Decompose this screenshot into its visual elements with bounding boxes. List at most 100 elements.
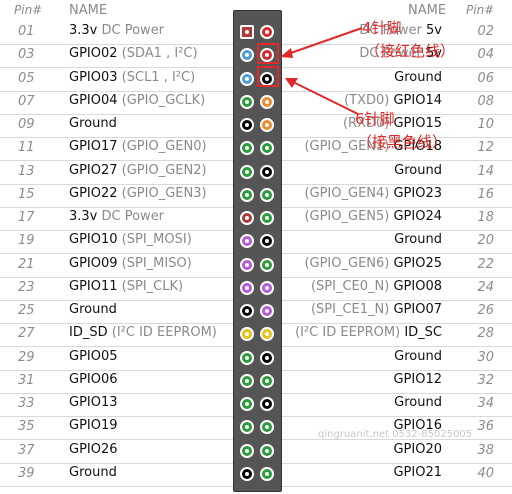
pin-name-left-function: DC Power <box>97 23 165 38</box>
pin-number-left: 25 <box>18 303 35 318</box>
pin-number-left: 31 <box>18 372 35 388</box>
pin6-arrow-head <box>285 78 298 88</box>
pin-number-left: 35 <box>18 419 35 435</box>
pin-number-right: 12 <box>477 140 494 156</box>
pin-number-right: 10 <box>477 117 494 132</box>
pin-number-right: 14 <box>477 163 494 179</box>
pin-name-right-main: GPIO15 <box>389 116 442 131</box>
pin4-arrow-head <box>280 48 293 58</box>
pin-name-right: GPIO21 <box>393 465 442 480</box>
pin-hole <box>245 285 249 290</box>
pin-name-right-main: 5v <box>421 46 442 62</box>
pin-dot-left <box>240 304 254 318</box>
pin-dot-left <box>240 164 254 179</box>
pin-number-right: 38 <box>477 442 494 458</box>
pin-dot-left <box>240 257 254 272</box>
pin-name-right: (GPIO_GEN4) GPIO23 <box>304 186 442 201</box>
pin-name-left: GPIO17 (GPIO_GEN0) <box>69 139 207 154</box>
pin-number-left: 27 <box>18 326 35 342</box>
pin-dot-left <box>240 118 254 132</box>
pin-name-right: Ground <box>394 163 442 178</box>
pin-name-left-function: (GPIO_GEN3) <box>117 185 207 201</box>
pin-name-left-function: (SPI_MOSI) <box>117 232 192 248</box>
pin-hole <box>245 262 249 267</box>
pin-hole <box>245 309 249 313</box>
pin-name-left-main: GPIO03 <box>69 69 118 85</box>
pin-name-right-main: GPIO24 <box>389 209 442 224</box>
pin-number-left: 05 <box>18 70 35 86</box>
pin-name-left-main: GPIO19 <box>69 418 118 434</box>
pin-dot-right <box>260 327 274 342</box>
pin-dot-right <box>260 94 274 109</box>
pin-number-right: 04 <box>477 47 494 63</box>
pin-name-left: ID_SD (I²C ID EEPROM) <box>69 325 217 340</box>
pin-name-right-function: (I²C ID EEPROM) <box>295 325 401 341</box>
pin-hole <box>265 402 269 406</box>
pin-dot-left <box>240 280 254 295</box>
pin-dot-right <box>260 164 274 179</box>
pin-name-left-function: (GPIO_GEN0) <box>117 139 207 155</box>
pin-name-right-main: 5v <box>421 23 442 38</box>
table-row: 15 GPIO22 (GPIO_GEN3) (GPIO_GEN4) GPIO23 16 <box>0 184 512 208</box>
pin-dot-right <box>260 280 274 295</box>
pin-hole <box>245 425 249 430</box>
pin-hole <box>265 169 269 174</box>
pin-name-right: (SPI_CE0_N) GPIO08 <box>311 279 442 294</box>
pin-dot-right <box>260 373 274 388</box>
pin-hole <box>265 262 269 267</box>
pin-number-right: 16 <box>477 186 494 202</box>
pin-dot-left <box>240 397 254 411</box>
pin-hole <box>245 471 249 476</box>
pin-name-left: GPIO09 (SPI_MISO) <box>69 256 192 271</box>
pin-name-left-main: ID_SD <box>69 325 108 341</box>
pin-number-right: 36 <box>477 419 494 435</box>
pin-number-right: 30 <box>477 349 494 365</box>
pin-hole <box>265 216 269 220</box>
pin-name-right-main: GPIO16 <box>393 418 442 434</box>
pin-name-right: Ground <box>394 70 442 85</box>
pin-number-left: 29 <box>18 349 35 365</box>
pin-number-left: 17 <box>18 210 35 225</box>
pin-name-left: Ground <box>69 116 117 131</box>
pin-hole <box>265 471 269 476</box>
pin-name-right-function: DC Power <box>359 46 422 62</box>
pin-name-left: GPIO11 (SPI_CLK) <box>69 279 183 294</box>
pin-hole <box>265 99 269 104</box>
pin-hole <box>245 30 249 34</box>
table-row: 33 GPIO13 Ground 34 <box>0 393 512 417</box>
pin-dot-right <box>260 187 274 202</box>
pin-name-right-main: Ground <box>394 395 442 410</box>
pin-name-right: (GPIO_GEN5) GPIO24 <box>304 209 442 224</box>
pin-hole <box>265 332 269 337</box>
pin-number-left: 23 <box>18 279 35 295</box>
pin-dot-left <box>240 48 254 63</box>
pin-name-left: 3.3v DC Power <box>69 23 164 38</box>
pin6-highlight-box <box>257 66 279 87</box>
pin-name-right-main: ID_SC <box>400 325 442 341</box>
pin-name-left-main: GPIO13 <box>69 395 118 410</box>
pin-name-left-function: (SPI_CLK) <box>117 278 184 294</box>
pin-name-left: GPIO19 <box>69 418 118 433</box>
pin-number-left: 13 <box>18 163 35 179</box>
pin-name-right-function: (GPIO_GEN1) <box>304 139 390 155</box>
pin-name-left-function: (GPIO_GCLK) <box>117 92 206 108</box>
pin-name-right-main: GPIO18 <box>389 139 442 155</box>
pin-hole <box>245 123 249 127</box>
pin-dot-right <box>260 397 274 411</box>
pin-dot-right <box>260 304 274 318</box>
pin-hole <box>245 448 249 453</box>
pin-number-left: 11 <box>18 140 35 156</box>
name-left-header: NAME <box>69 3 108 18</box>
pin-hole <box>245 76 249 81</box>
pin-hole <box>245 239 249 244</box>
pin-name-left: GPIO05 <box>69 349 118 364</box>
pin-dot-right <box>260 141 274 156</box>
pin-name-left-main: GPIO04 <box>69 92 118 108</box>
pin-dot-left <box>240 94 254 109</box>
pin-name-right: (TXD0) GPIO14 <box>344 93 442 108</box>
pin-name-left-function: (SDA1 , I²C) <box>117 46 198 62</box>
pin-number-right: 18 <box>477 210 494 225</box>
pin-hole <box>245 216 249 220</box>
